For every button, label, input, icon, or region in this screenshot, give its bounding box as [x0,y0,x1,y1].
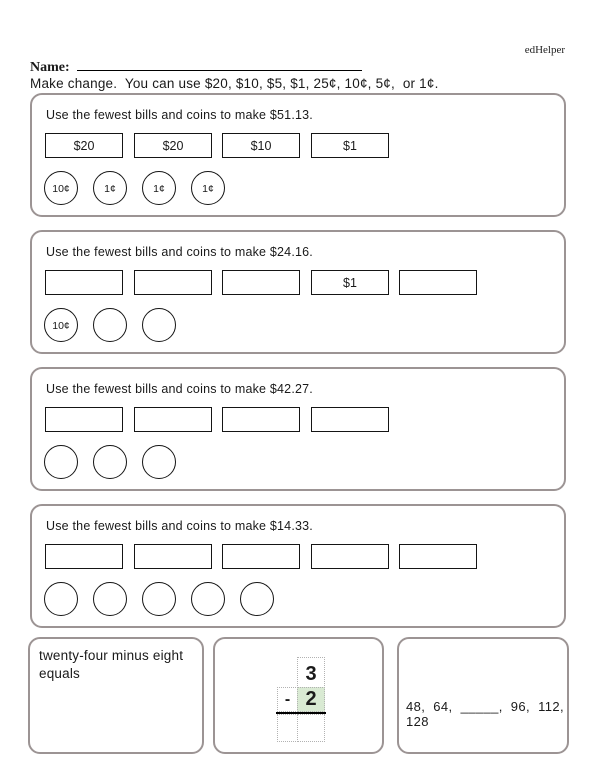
coin-slot[interactable] [93,308,127,342]
bill-slot[interactable] [45,270,123,295]
word-problem-box: twenty-four minus eight equals [28,637,204,754]
bill-slot: $1 [311,270,389,295]
problem-box-1: Use the fewest bills and coins to make $… [30,93,566,217]
coin-slot[interactable] [142,445,176,479]
coin-slot[interactable] [93,445,127,479]
bill-slot[interactable] [45,544,123,569]
bill-slot[interactable] [222,270,300,295]
problem-box-2: Use the fewest bills and coins to make $… [30,230,566,354]
word-problem-text: twenty-four minus eight equals [39,648,184,682]
bills-row: $1 [32,232,564,352]
coins-row: 10¢ [32,232,564,352]
answer-cell-ones[interactable] [297,714,325,742]
minus-operator: - [277,687,298,712]
bills-row: $20 $20 $10 $1 [32,95,564,215]
coin-slot: 1¢ [142,171,176,205]
coin-slot[interactable] [142,582,176,616]
empty-cell [277,657,298,688]
coin-slot[interactable] [44,582,78,616]
bill-slot[interactable] [222,544,300,569]
name-label: Name: [30,60,70,75]
bills-row [32,506,564,626]
coins-row [32,506,564,626]
coin-slot[interactable] [142,308,176,342]
bill-slot: $20 [134,133,212,158]
bill-slot: $20 [45,133,123,158]
bills-row [32,369,564,489]
subtraction-box: 3 - 2 [213,637,384,754]
coins-row [32,369,564,489]
number-sequence-text: 48, 64, _____, 96, 112, 128 [406,699,573,729]
vertical-subtraction: 3 - 2 [276,657,326,742]
coin-slot: 10¢ [44,171,78,205]
number-sequence-box: 48, 64, _____, 96, 112, 128 [397,637,569,754]
bill-slot: $10 [222,133,300,158]
coin-slot: 1¢ [93,171,127,205]
answer-cell-tens[interactable] [277,714,298,742]
minuend-cell: 3 [297,657,325,688]
coins-row: 10¢ 1¢ 1¢ 1¢ [32,95,564,215]
coin-slot[interactable] [44,445,78,479]
bill-slot[interactable] [399,544,477,569]
coin-slot: 10¢ [44,308,78,342]
problem-prompt: Use the fewest bills and coins to make $… [46,245,313,259]
bill-slot[interactable] [311,544,389,569]
bill-slot[interactable] [311,407,389,432]
bill-slot[interactable] [134,407,212,432]
name-row: Name: [30,58,570,76]
subtrahend-cell: 2 [297,687,325,712]
problem-prompt: Use the fewest bills and coins to make $… [46,382,313,396]
bill-slot[interactable] [399,270,477,295]
problem-prompt: Use the fewest bills and coins to make $… [46,519,313,533]
bill-slot[interactable] [134,270,212,295]
name-blank-line[interactable] [76,58,362,71]
worksheet-instructions: Make change. You can use $20, $10, $5, $… [30,76,439,91]
coin-slot[interactable] [240,582,274,616]
coin-slot: 1¢ [191,171,225,205]
problem-prompt: Use the fewest bills and coins to make $… [46,108,313,122]
brand-logo: edHelper [524,44,565,56]
bill-slot[interactable] [222,407,300,432]
bill-slot: $1 [311,133,389,158]
coin-slot[interactable] [93,582,127,616]
bill-slot[interactable] [134,544,212,569]
coin-slot[interactable] [191,582,225,616]
problem-box-4: Use the fewest bills and coins to make $… [30,504,566,628]
subtraction-line [276,712,326,714]
bill-slot[interactable] [45,407,123,432]
problem-box-3: Use the fewest bills and coins to make $… [30,367,566,491]
